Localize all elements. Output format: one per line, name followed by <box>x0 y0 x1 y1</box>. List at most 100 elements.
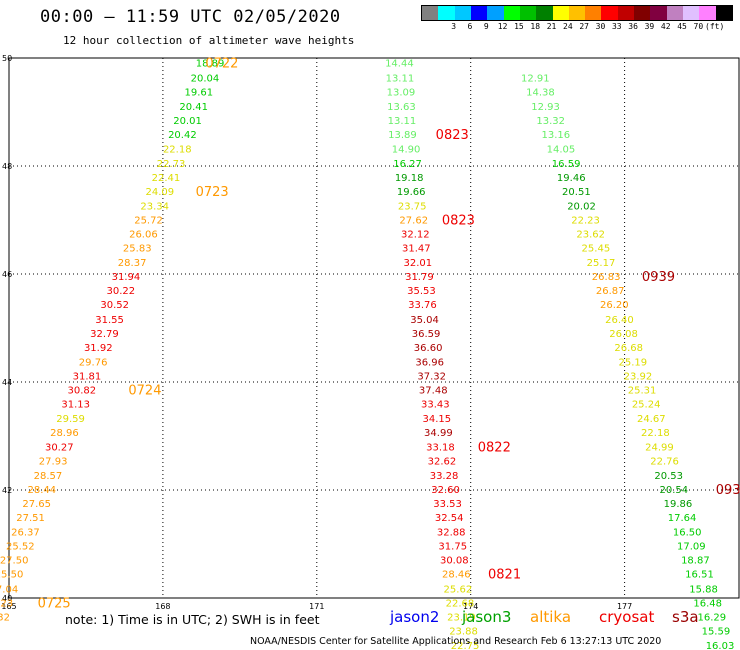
color-scale-swatch <box>519 6 537 20</box>
wave-height-point: 31.79 <box>405 272 434 283</box>
wave-height-point: 28.96 <box>50 428 79 439</box>
wave-height-point: 36.96 <box>415 357 444 368</box>
color-scale-label: 45 <box>677 22 687 31</box>
wave-height-point: 16.51 <box>685 570 714 581</box>
color-scale-label: 30 <box>595 22 606 31</box>
wave-height-point: 31.13 <box>61 400 90 411</box>
wave-height-point: 33.53 <box>433 499 462 510</box>
wave-height-point: 33.43 <box>421 400 450 411</box>
wave-height-point: 27.50 <box>0 556 28 567</box>
wave-height-point: 26.08 <box>609 329 638 340</box>
wave-height-point: 27.51 <box>16 513 45 524</box>
wave-height-point: 32.54 <box>435 513 464 524</box>
wave-height-point: 20.51 <box>562 187 591 198</box>
color-scale-label: 15 <box>514 22 524 31</box>
wave-height-point: 30.08 <box>440 556 469 567</box>
wave-height-point: 26.06 <box>129 230 158 241</box>
wave-height-point: 26.83 <box>592 272 621 283</box>
x-tick-label: 171 <box>309 602 324 611</box>
wave-height-point: 22.41 <box>152 173 181 184</box>
wave-height-point: 22.23 <box>571 215 600 226</box>
color-scale-label: 12 <box>497 22 508 31</box>
wave-height-point: 31.92 <box>84 343 113 354</box>
time-label: 0722 <box>205 56 238 71</box>
color-scale-label: 36 <box>628 22 638 31</box>
wave-height-point: 25.62 <box>444 584 473 595</box>
wave-height-point: 28.46 <box>442 570 471 581</box>
wave-height-point: 19.46 <box>557 173 586 184</box>
color-scale-label: 33 <box>611 22 622 31</box>
color-scale-label: 24 <box>563 22 573 31</box>
wave-height-point: 15.88 <box>689 584 718 595</box>
wave-height-point: 25.17 <box>587 258 616 269</box>
wave-height-point: 22.75 <box>451 641 480 650</box>
wave-height-point: 23.92 <box>624 372 653 383</box>
wave-height-point: 32.79 <box>90 329 119 340</box>
wave-height-point: 25.83 <box>123 244 152 255</box>
wave-height-point: 20.01 <box>173 116 202 127</box>
page-title: 00:00 – 11:59 UTC 02/05/2020 <box>40 7 341 27</box>
wave-height-point: 14.05 <box>547 145 576 156</box>
wave-height-point: 31.81 <box>73 372 102 383</box>
wave-height-point: 27.62 <box>399 215 428 226</box>
wave-height-point: 14.44 <box>385 58 414 69</box>
wave-height-point: 29.76 <box>79 357 108 368</box>
color-scale-swatch <box>666 6 683 20</box>
wave-height-point: 16.27 <box>393 159 422 170</box>
time-label: 0724 <box>128 384 161 399</box>
wave-height-point: 13.09 <box>387 87 416 98</box>
color-scale-swatch <box>422 6 439 20</box>
y-tick-label: 46 <box>2 270 12 279</box>
wave-height-point: 22.76 <box>650 456 679 467</box>
wave-height-point: 33.28 <box>430 471 459 482</box>
wave-height-point: 17.09 <box>677 542 706 553</box>
time-label: 0939 <box>642 270 675 285</box>
wave-height-point: 30.82 <box>68 386 97 397</box>
legend-jason3: jason3 <box>462 608 512 626</box>
wave-height-point: 16.03 <box>706 641 735 650</box>
wave-height-point: 24.99 <box>645 442 674 453</box>
wave-height-point: 19.66 <box>397 187 426 198</box>
wave-height-point: 19.61 <box>184 87 213 98</box>
wave-height-point: 31.94 <box>112 272 141 283</box>
wave-height-point: 34.99 <box>424 428 453 439</box>
wave-height-point: 13.89 <box>388 130 417 141</box>
wave-height-point: 13.11 <box>386 73 415 84</box>
footer-credit: NOAA/NESDIS Center for Satellite Applica… <box>250 636 662 647</box>
wave-height-point: 15.59 <box>702 626 731 637</box>
wave-height-point: 28.37 <box>118 258 147 269</box>
color-scale-swatch <box>503 6 520 20</box>
page-subtitle: 12 hour collection of altimeter wave hei… <box>63 34 355 47</box>
color-scale-label: 39 <box>644 22 655 31</box>
y-tick-label: 44 <box>2 378 12 387</box>
wave-height-point: 20.04 <box>191 73 220 84</box>
color-scale-label: 9 <box>483 22 489 31</box>
wave-height-point: 26.68 <box>614 343 643 354</box>
wave-height-point: 26.37 <box>11 528 40 539</box>
time-label: 0938 <box>716 483 740 498</box>
color-scale-label: 18 <box>530 22 541 31</box>
time-label: 0823 <box>436 128 469 143</box>
wave-height-point: 12.93 <box>531 102 560 113</box>
color-scale-swatch <box>552 6 569 20</box>
x-tick-label: 168 <box>155 602 170 611</box>
wave-height-point: 23.34 <box>140 201 169 212</box>
wave-height-point: 23.19 <box>447 612 476 623</box>
color-scale-labels: 3 6 9 12 15 18 21 24 27 30 33 36 39 42 45 70 (ft) <box>421 22 733 34</box>
x-tick-label: 165 <box>1 602 16 611</box>
wave-height-point: 23.75 <box>398 201 427 212</box>
wave-height-point: 32.62 <box>428 456 457 467</box>
y-tick-label: 50 <box>2 54 12 63</box>
wave-height-point: 12.91 <box>521 73 550 84</box>
color-scale-swatch <box>470 6 488 20</box>
color-scale-swatch <box>585 6 602 20</box>
wave-height-point: 25.45 <box>582 244 611 255</box>
legend-altika: altika <box>530 608 572 626</box>
wave-height-point: 35.04 <box>410 315 439 326</box>
time-label: 0822 <box>478 440 511 455</box>
wave-height-point: 16.50 <box>673 528 702 539</box>
wave-height-point: 27.65 <box>22 499 51 510</box>
time-label: 0821 <box>488 568 521 583</box>
wave-height-point: 24.67 <box>637 414 666 425</box>
